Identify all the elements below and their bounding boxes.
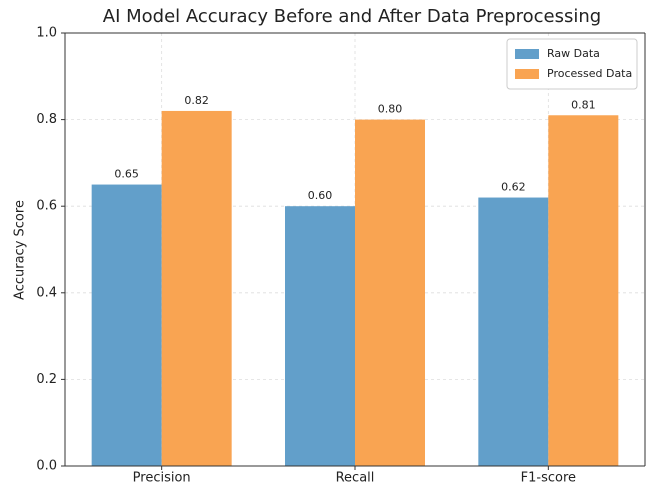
y-tick-label: 0.0 — [36, 459, 57, 474]
bar — [548, 115, 619, 467]
x-tick-label: Precision — [133, 471, 191, 485]
value-label: 0.62 — [501, 181, 526, 194]
y-axis-label: Accuracy Score — [13, 200, 28, 300]
y-tick-label: 0.2 — [36, 372, 57, 387]
y-tick-label: 0.4 — [36, 285, 57, 300]
value-label: 0.65 — [114, 168, 139, 181]
y-tick-label: 1.0 — [36, 26, 57, 41]
bar — [91, 184, 162, 467]
x-tick-label: Recall — [336, 471, 375, 485]
y-tick-label: 0.8 — [36, 112, 57, 127]
x-tick-label: F1-score — [521, 471, 576, 485]
legend-label: Processed Data — [547, 67, 632, 80]
value-label: 0.82 — [184, 94, 209, 107]
value-label: 0.60 — [308, 189, 333, 202]
legend-swatch — [515, 69, 539, 79]
legend: Raw Data Processed Data — [506, 38, 638, 90]
value-label: 0.80 — [378, 103, 403, 116]
value-label: 0.81 — [571, 98, 596, 111]
y-tick-label: 0.6 — [36, 199, 57, 214]
legend-swatch — [515, 49, 539, 59]
bar — [478, 197, 549, 467]
chart-title: AI Model Accuracy Before and After Data … — [103, 6, 601, 27]
bar — [161, 110, 232, 466]
legend-label: Raw Data — [547, 47, 600, 60]
bar — [285, 206, 355, 466]
legend-box — [506, 38, 638, 90]
bar — [355, 119, 425, 466]
